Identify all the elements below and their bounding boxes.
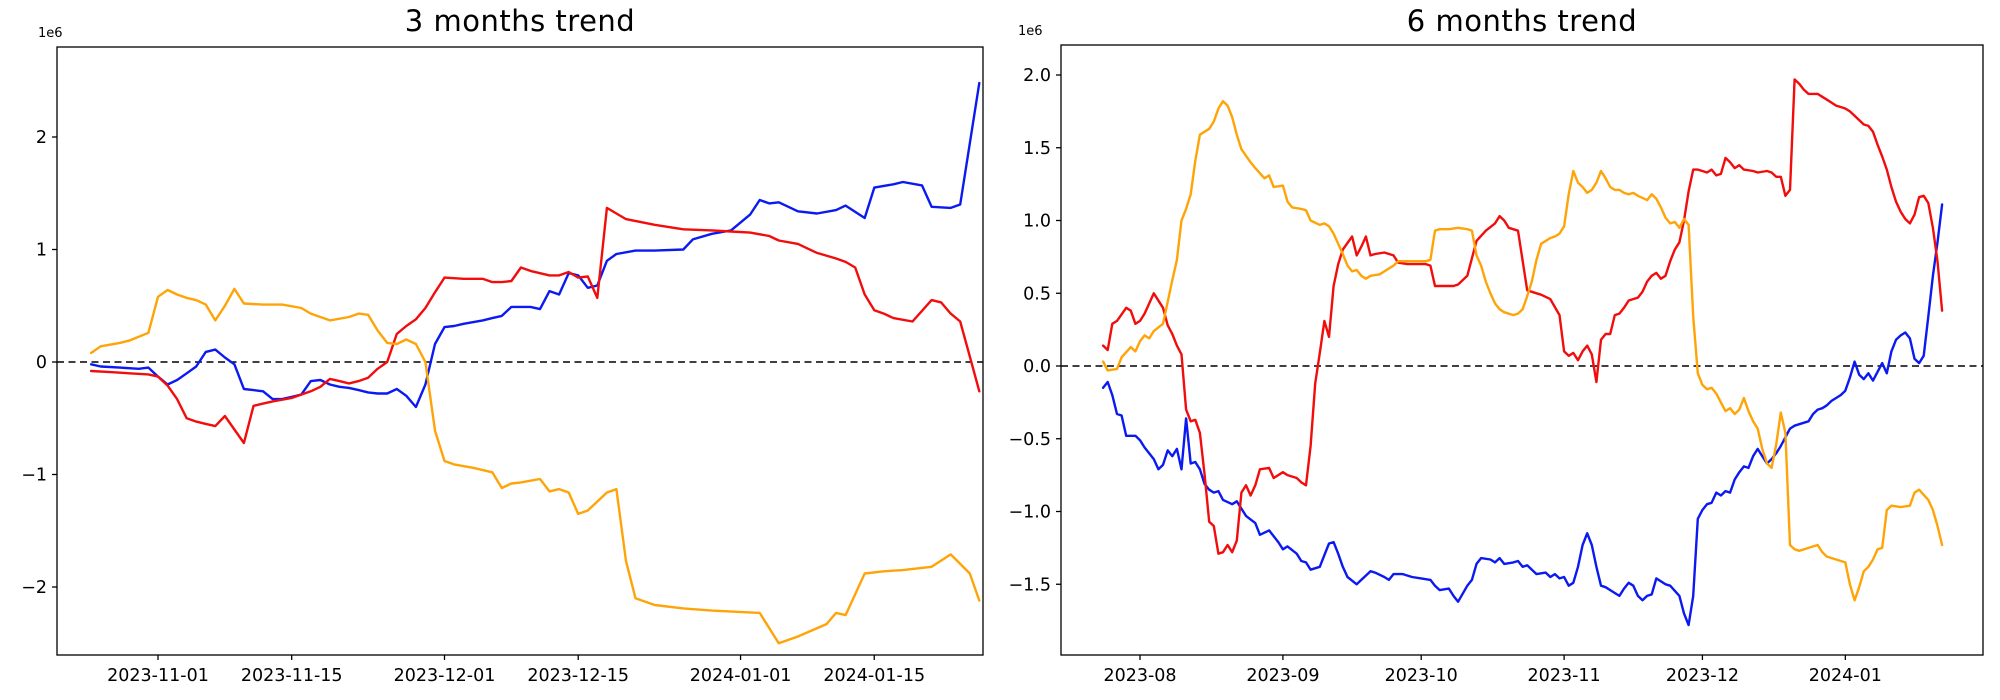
x-tick-label: 2023-10 (1385, 666, 1458, 686)
plot-border (1060, 44, 1984, 656)
x-tick-label: 2024-01-15 (823, 666, 925, 686)
y-tick-label: 0.5 (1023, 284, 1051, 304)
x-tick-label: 2024-01 (1809, 666, 1882, 686)
y-tick-label: 2.0 (1023, 66, 1051, 86)
y-tick-label: 1.0 (1023, 212, 1051, 232)
series-line-red (1101, 78, 1944, 555)
y-tick-label: 1 (36, 241, 47, 261)
x-tick-label: 2023-12-01 (394, 666, 496, 686)
plot-border (56, 46, 984, 656)
x-tick-label: 2023-12-15 (527, 666, 629, 686)
y-axis-offset-label-right: 1e6 (1018, 24, 1043, 39)
x-tick-label: 2023-09 (1246, 666, 1319, 686)
series-line-red (89, 206, 981, 445)
y-axis-offset-label-left: 1e6 (38, 26, 63, 41)
series-line-orange (89, 287, 981, 645)
x-tick-label: 2024-01-01 (690, 666, 792, 686)
x-tick-label: 2023-11-15 (241, 666, 343, 686)
x-tick-label: 2023-12 (1666, 666, 1739, 686)
chart-3-months-trend: 2023-11-01 2023-11-15 2023-12-01 2023-12-15… (21, 46, 984, 686)
y-tick-label: −0.5 (1009, 430, 1052, 450)
series-line-blue (1101, 203, 1944, 627)
x-tick-label: 2023-11-01 (107, 666, 209, 686)
chart-title-6-months: 6 months trend (1406, 4, 1638, 38)
y-tick-label: −1.5 (1009, 575, 1052, 595)
y-tick-label: 0.0 (1023, 357, 1051, 377)
chart-6-months-trend: 2023-08 2023-09 2023-10 2023-11 2023-12 2024-… (1009, 44, 1984, 686)
chart-title-3-months: 3 months trend (404, 4, 636, 38)
y-tick-label: −2 (21, 578, 47, 598)
series-line-orange (1101, 99, 1944, 602)
x-tick-label: 2023-11 (1528, 666, 1601, 686)
y-tick-label: −1 (21, 466, 47, 486)
y-tick-label: 1.5 (1023, 139, 1051, 159)
y-tick-label: 2 (36, 128, 47, 148)
y-tick-label: 0 (36, 353, 47, 373)
y-tick-label: −1.0 (1009, 503, 1052, 523)
series-line-blue (89, 81, 981, 409)
x-tick-label: 2023-08 (1103, 666, 1176, 686)
